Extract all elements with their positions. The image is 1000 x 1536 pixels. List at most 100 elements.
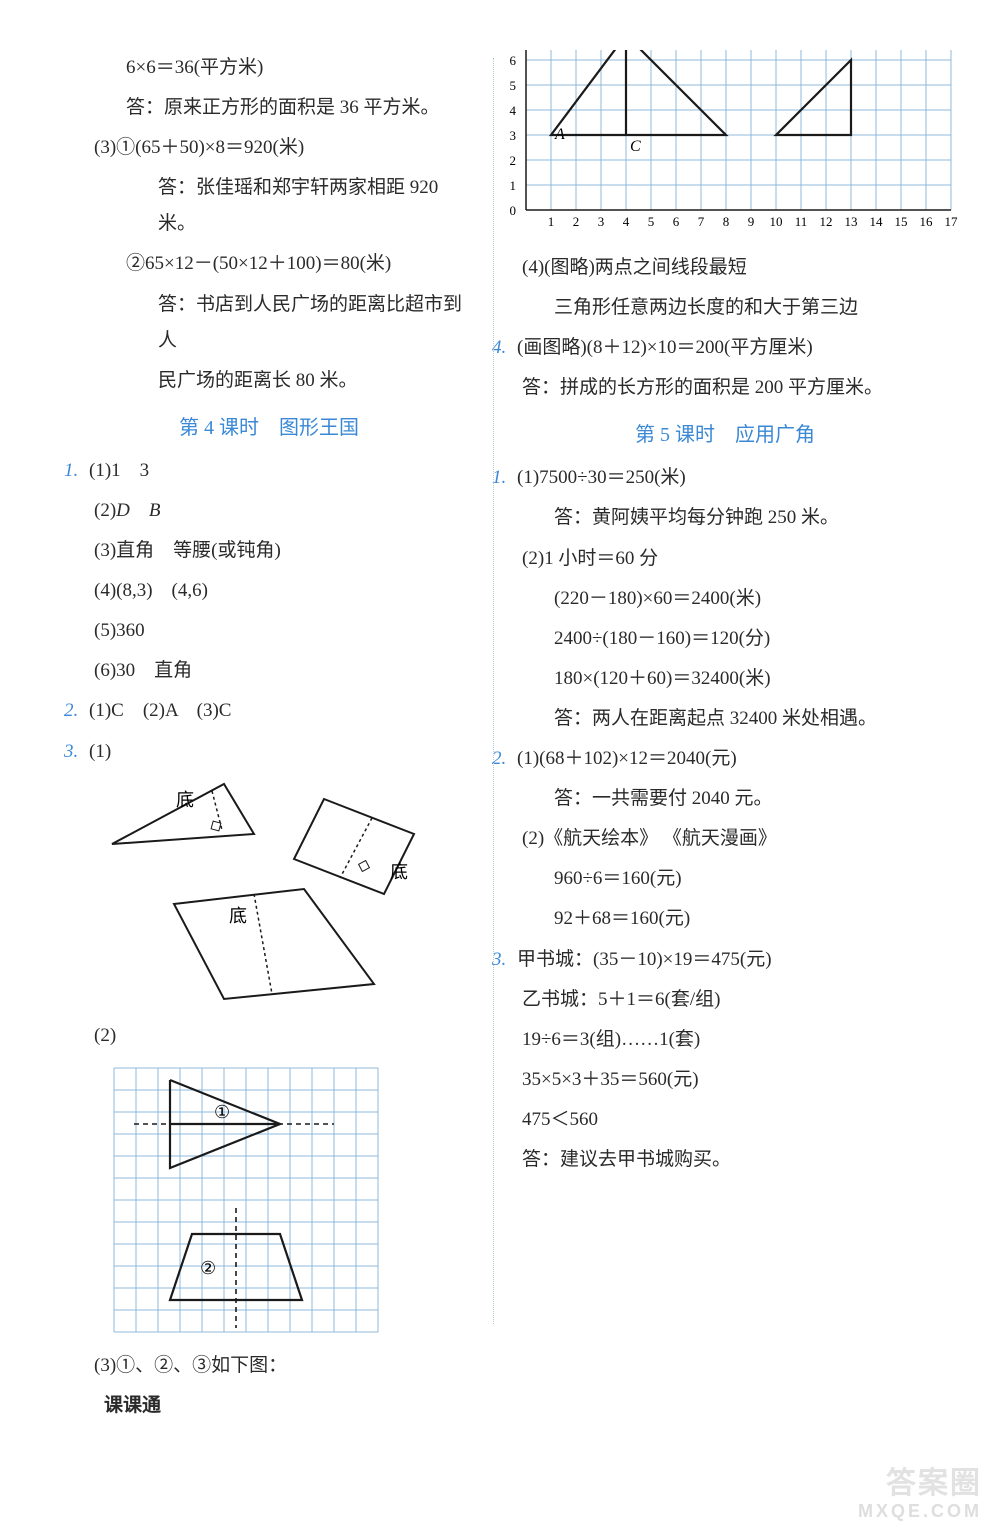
svg-text:5: 5 — [648, 214, 655, 229]
watermark-en: MXQE.COM — [858, 1501, 982, 1522]
q1: 1. (1)1 3 — [64, 453, 474, 489]
text-line: 答：拼成的长方形的面积是 200 平方厘米。 — [492, 370, 958, 406]
svg-text:4: 4 — [623, 214, 630, 229]
text-line: 三角形任意两边长度的和大于第三边 — [492, 290, 958, 326]
svg-text:4: 4 — [510, 103, 517, 118]
lesson-5-heading: 第 5 课时 应用广角 — [492, 416, 958, 454]
svg-text:A: A — [554, 126, 565, 143]
text-line: 475＜560 — [492, 1102, 958, 1138]
item-number: 1. — [64, 460, 78, 481]
svg-text:9: 9 — [748, 214, 755, 229]
svg-text:1: 1 — [510, 178, 517, 193]
text-line: (3)①、②、③如下图： — [64, 1348, 474, 1384]
svg-text:0: 0 — [510, 203, 517, 218]
grid-shapes-svg: ① ② — [104, 1058, 390, 1344]
svg-text:①: ① — [214, 1102, 230, 1122]
svg-text:②: ② — [200, 1258, 216, 1278]
text-line: 答：建议去甲书城购买。 — [492, 1142, 958, 1178]
text-line: 答：张佳瑶和郑宇轩两家相距 920 米。 — [64, 170, 474, 242]
text-line: (1)C (2)A (3)C — [89, 700, 231, 721]
text-line: 6×6＝36(平方米) — [64, 50, 474, 86]
coord-grid-svg: 1234567891011121314151617012345678ABC — [498, 50, 958, 250]
answer-b: B — [149, 500, 161, 521]
svg-text:底: 底 — [390, 862, 408, 882]
text-line: (1) — [89, 741, 111, 762]
figure-3-1: 底 底 底 — [104, 774, 474, 1014]
text-line: (220－180)×60＝2400(米) — [492, 581, 958, 617]
text-line: 92＋68＝160(元) — [492, 901, 958, 937]
text-line: 35×5×3＋35＝560(元) — [492, 1062, 958, 1098]
svg-text:底: 底 — [229, 906, 247, 926]
text-line: (2)1 小时＝60 分 — [492, 541, 958, 577]
item-number: 2. — [492, 748, 506, 769]
item-number: 3. — [64, 741, 78, 762]
column-divider — [493, 58, 494, 1324]
svg-text:底: 底 — [176, 790, 194, 810]
text-line: 答：书店到人民广场的距离比超市到人 — [64, 287, 474, 359]
left-column: 6×6＝36(平方米) 答：原来正方形的面积是 36 平方米。 (3)①(65＋… — [30, 50, 486, 1424]
figure-3-2: ① ② — [104, 1058, 474, 1344]
text-line: (3)①(65＋50)×8＝920(米) — [64, 130, 474, 166]
text-line: 960÷6＝160(元) — [492, 861, 958, 897]
right-column: 1234567891011121314151617012345678ABC (4… — [486, 50, 970, 1424]
svg-text:17: 17 — [945, 214, 959, 229]
text-line: (2)《航天绘本》 《航天漫画》 — [492, 821, 958, 857]
r-q2: 2. (1)(68＋102)×12＝2040(元) — [492, 741, 958, 777]
svg-text:16: 16 — [920, 214, 934, 229]
text-line: 答：原来正方形的面积是 36 平方米。 — [64, 90, 474, 126]
text-line: (2) — [64, 1018, 474, 1054]
svg-text:14: 14 — [870, 214, 884, 229]
svg-text:15: 15 — [895, 214, 908, 229]
svg-text:3: 3 — [510, 128, 517, 143]
text-line: ②65×12－(50×12＋100)＝80(米) — [64, 246, 474, 282]
text-line: 乙书城：5＋1＝6(套/组) — [492, 982, 958, 1018]
item-number: 2. — [64, 700, 78, 721]
q4: 4. (画图略)(8＋12)×10＝200(平方厘米) — [492, 330, 958, 366]
text-line: (3)直角 等腰(或钝角) — [64, 533, 474, 569]
svg-text:7: 7 — [698, 214, 705, 229]
q2: 2. (1)C (2)A (3)C — [64, 693, 474, 729]
text-line: (1)1 3 — [89, 460, 149, 481]
svg-text:3: 3 — [598, 214, 605, 229]
text-line: (1)7500÷30＝250(米) — [517, 467, 686, 488]
svg-text:6: 6 — [510, 53, 517, 68]
lesson-4-heading: 第 4 课时 图形王国 — [64, 409, 474, 447]
text-line: 甲书城：(35－10)×19＝475(元) — [517, 949, 772, 970]
text-line: (4)(8,3) (4,6) — [64, 573, 474, 609]
svg-text:1: 1 — [548, 214, 555, 229]
text-line: 答：黄阿姨平均每分钟跑 250 米。 — [492, 500, 958, 536]
text-line: 180×(120＋60)＝32400(米) — [492, 661, 958, 697]
item-number: 4. — [492, 337, 506, 358]
svg-text:10: 10 — [770, 214, 783, 229]
watermark-cn: 答案圈 — [858, 1467, 982, 1502]
footer-label: 课课通 — [64, 1388, 474, 1424]
answer-d: D — [116, 500, 130, 521]
text-line: 2400÷(180－160)＝120(分) — [492, 621, 958, 657]
svg-text:5: 5 — [510, 78, 517, 93]
text-line: 答：两人在距离起点 32400 米处相遇。 — [492, 701, 958, 737]
page: 6×6＝36(平方米) 答：原来正方形的面积是 36 平方米。 (3)①(65＋… — [0, 0, 1000, 1444]
item-number: 1. — [492, 467, 506, 488]
r-q3: 3. 甲书城：(35－10)×19＝475(元) — [492, 942, 958, 978]
text-line: 答：一共需要付 2040 元。 — [492, 781, 958, 817]
svg-text:12: 12 — [820, 214, 833, 229]
paren: (2) — [94, 500, 116, 521]
svg-text:8: 8 — [723, 214, 730, 229]
text-line: (4)(图略)两点之间线段最短 — [492, 250, 958, 286]
coord-grid-figure: 1234567891011121314151617012345678ABC — [498, 50, 958, 250]
shapes-svg: 底 底 底 — [104, 774, 444, 1014]
text-line: (2)D B — [64, 493, 474, 529]
text-line: (5)360 — [64, 613, 474, 649]
text-line: 19÷6＝3(组)……1(套) — [492, 1022, 958, 1058]
text-line: 民广场的距离长 80 米。 — [64, 363, 474, 399]
r-q1: 1. (1)7500÷30＝250(米) — [492, 460, 958, 496]
q3: 3. (1) — [64, 734, 474, 770]
svg-text:2: 2 — [573, 214, 580, 229]
text-line: (6)30 直角 — [64, 653, 474, 689]
svg-text:2: 2 — [510, 153, 517, 168]
svg-text:13: 13 — [845, 214, 858, 229]
watermark: 答案圈 MXQE.COM — [858, 1467, 982, 1522]
svg-text:C: C — [630, 138, 641, 155]
text-line: (画图略)(8＋12)×10＝200(平方厘米) — [517, 337, 813, 358]
svg-text:6: 6 — [673, 214, 680, 229]
